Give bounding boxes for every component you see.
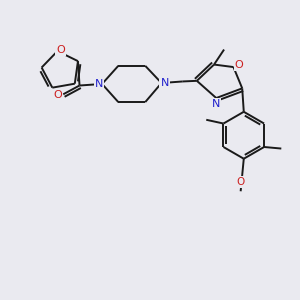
Text: N: N	[95, 79, 103, 89]
Text: N: N	[160, 78, 169, 88]
Text: O: O	[236, 177, 245, 187]
Text: O: O	[53, 90, 62, 100]
Text: O: O	[56, 45, 65, 55]
Text: O: O	[235, 60, 244, 70]
Text: N: N	[212, 99, 220, 109]
